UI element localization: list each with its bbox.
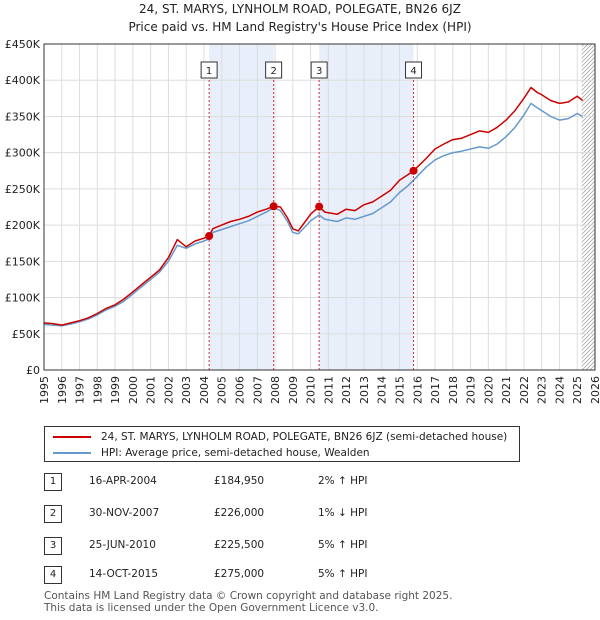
x-tick-label: 2011 [322, 376, 335, 404]
legend-label-hpi: HPI: Average price, semi-detached house,… [101, 447, 370, 459]
legend: 24, ST. MARYS, LYNHOLM ROAD, POLEGATE, B… [44, 426, 520, 462]
chart-subtitle: Price paid vs. HM Land Registry's House … [128, 20, 472, 34]
x-tick-label: 2010 [305, 376, 318, 404]
x-tick-label: 1995 [38, 376, 51, 404]
footer-copyright: Contains HM Land Registry data © Crown c… [44, 590, 453, 602]
x-tick-label: 2009 [287, 376, 300, 404]
x-tick-label: 2016 [411, 376, 424, 404]
x-tick-label: 2004 [198, 376, 211, 404]
y-tick-label: £200K [5, 219, 41, 232]
x-tick-label: 2022 [518, 376, 531, 404]
transaction-date: 30-NOV-2007 [89, 507, 160, 519]
transaction-marker-box [405, 61, 423, 79]
transaction-badge: 2 [44, 505, 62, 523]
x-tick-label: 1997 [74, 376, 87, 404]
transaction-point [205, 232, 214, 241]
x-tick-label: 2012 [340, 376, 353, 404]
y-tick-label: £0 [26, 364, 40, 377]
y-tick-label: £400K [5, 74, 41, 87]
x-tick-label: 2025 [571, 376, 584, 404]
transaction-marker-box [200, 61, 218, 79]
transaction-date: 25-JUN-2010 [89, 539, 156, 551]
x-tick-label: 2008 [269, 376, 282, 404]
y-tick-label: £250K [5, 183, 41, 196]
x-tick-label: 2019 [465, 376, 478, 404]
x-tick-label: 2006 [234, 376, 247, 404]
x-tick-label: 2007 [251, 376, 264, 404]
transaction-point [315, 202, 324, 211]
legend-swatch-hpi [53, 452, 91, 454]
x-tick-label: 2015 [393, 376, 406, 404]
x-tick-label: 1998 [91, 376, 104, 404]
transaction-hpi: 5% ↑ HPI [318, 539, 368, 551]
transaction-date: 16-APR-2004 [89, 475, 157, 487]
legend-item-hpi: HPI: Average price, semi-detached house,… [53, 445, 370, 461]
legend-label-property: 24, ST. MARYS, LYNHOLM ROAD, POLEGATE, B… [101, 431, 508, 443]
transaction-hpi: 5% ↑ HPI [318, 568, 368, 580]
legend-item-property: 24, ST. MARYS, LYNHOLM ROAD, POLEGATE, B… [53, 429, 507, 445]
footer-licence: This data is licensed under the Open Gov… [44, 602, 379, 614]
hpi-line [43, 102, 583, 327]
y-tick-label: £350K [5, 110, 41, 123]
transaction-price: £275,000 [214, 568, 265, 580]
x-tick-label: 2023 [536, 376, 549, 404]
forecast-hatch [581, 44, 595, 370]
x-tick-label: 2021 [500, 376, 513, 404]
y-tick-label: £300K [5, 147, 41, 160]
transaction-price: £225,500 [214, 539, 265, 551]
x-tick-label: 2001 [145, 376, 158, 404]
y-tick-label: £50K [12, 328, 41, 341]
shaded-period-2 [319, 44, 414, 370]
x-tick-label: 2018 [447, 376, 460, 404]
x-tick-label: 2014 [376, 376, 389, 404]
transaction-marker-label: 4 [410, 66, 416, 77]
x-tick-label: 2003 [180, 376, 193, 404]
transaction-badge: 3 [44, 537, 62, 555]
chart-title: 24, ST. MARYS, LYNHOLM ROAD, POLEGATE, B… [139, 2, 461, 16]
transaction-point [269, 202, 278, 211]
y-tick-label: £450K [5, 38, 41, 51]
transaction-marker-label: 3 [316, 66, 322, 77]
transaction-hpi: 2% ↑ HPI [318, 475, 368, 487]
legend-swatch-property [53, 436, 91, 438]
y-tick-label: £150K [5, 255, 41, 268]
transaction-badge: 1 [44, 473, 62, 491]
transaction-date: 14-OCT-2015 [89, 568, 158, 580]
transaction-badge: 4 [44, 566, 62, 584]
price-chart: 1 2 3 4 £0 £50K £100K £150K £200K £250K £300K £350… [5, 38, 600, 404]
x-tick-label: 2002 [162, 376, 175, 404]
x-tick-label: 2000 [127, 376, 140, 404]
transaction-marker-box [310, 61, 328, 79]
x-tick-label: 2013 [358, 376, 371, 404]
x-tick-label: 2005 [216, 376, 229, 404]
x-tick-label: 1996 [56, 376, 69, 404]
transaction-price: £184,950 [214, 475, 265, 487]
transaction-marker-label: 2 [270, 66, 276, 77]
x-tick-label: 2026 [589, 376, 600, 404]
shaded-period-1 [209, 44, 274, 370]
plot-frame [43, 43, 596, 371]
transaction-marker-label: 1 [206, 66, 212, 77]
y-tick-label: £100K [5, 292, 41, 305]
transaction-price: £226,000 [214, 507, 265, 519]
transaction-point [409, 166, 418, 175]
transaction-hpi: 1% ↓ HPI [318, 507, 368, 519]
x-tick-label: 2020 [482, 376, 495, 404]
x-tick-label: 1999 [109, 376, 122, 404]
property-price-line [43, 86, 584, 326]
transaction-marker-box [265, 61, 283, 79]
x-tick-label: 2017 [429, 376, 442, 404]
x-tick-label: 2024 [553, 376, 566, 404]
